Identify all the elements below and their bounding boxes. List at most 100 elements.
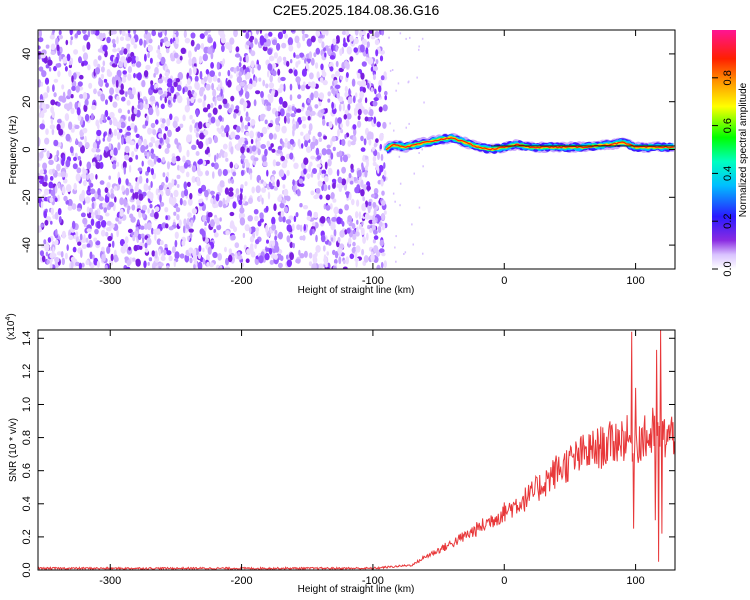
heatmap-noise-cell <box>53 65 57 72</box>
heatmap-noise-cell <box>155 105 158 114</box>
heatmap-noise-cell <box>111 38 116 45</box>
heatmap-noise-cell <box>50 118 54 125</box>
heatmap-noise-cell <box>67 198 73 207</box>
heatmap-noise-cell <box>162 172 166 178</box>
heatmap-noise-cell <box>52 253 57 258</box>
heatmap-noise-cell <box>379 248 385 254</box>
heatmap-noise-cell <box>291 223 295 232</box>
heatmap-noise-cell <box>150 148 154 154</box>
heatmap-noise-cell <box>131 151 135 158</box>
heatmap-noise-cell <box>327 91 332 97</box>
heatmap-noise-cell <box>277 76 281 83</box>
heatmap-noise-cell <box>167 129 172 138</box>
heatmap-noise-cell <box>325 194 331 201</box>
heatmap-noise-cell <box>273 133 277 140</box>
heatmap-noise-cell <box>126 125 132 131</box>
heatmap-noise-cell <box>76 167 82 174</box>
heatmap-noise-cell <box>130 51 135 58</box>
heatmap-noise-cell <box>205 170 210 176</box>
heatmap-noise-cell <box>175 155 181 161</box>
heatmap-noise-cell <box>265 205 269 212</box>
heatmap-noise-cell <box>197 261 203 269</box>
heatmap-noise-cell <box>174 239 178 248</box>
heatmap-noise-cell <box>301 143 304 149</box>
heatmap-noise-cell <box>187 50 192 59</box>
heatmap-noise-cell <box>116 162 120 167</box>
heatmap-noise-cell <box>380 75 385 81</box>
heatmap-noise-cell <box>178 219 182 227</box>
heatmap-noise-cell <box>302 235 306 241</box>
heatmap-noise-cell <box>262 45 268 52</box>
heatmap-noise-cell <box>94 191 98 200</box>
heatmap-noise-cell <box>372 100 378 107</box>
heatmap-noise-cell <box>70 260 74 269</box>
heatmap-noise-cell <box>360 189 365 197</box>
heatmap-noise-cell <box>137 219 140 226</box>
heatmap-noise-cell <box>238 71 243 77</box>
heatmap-noise-cell <box>48 159 54 165</box>
heatmap-noise-cell <box>137 138 142 146</box>
heatmap-noise-cell <box>341 166 346 174</box>
heatmap-noise-cell <box>238 138 243 147</box>
heatmap-noise-cell <box>367 201 372 206</box>
heatmap-noise-cell <box>264 33 269 39</box>
heatmap-noise-cell <box>199 70 203 80</box>
heatmap-noise-cell <box>133 30 137 35</box>
heatmap-noise-cell <box>44 174 48 182</box>
heatmap-noise-cell <box>120 56 126 63</box>
heatmap-noise-cell <box>125 33 129 41</box>
heatmap-noise-cell <box>71 85 76 92</box>
heatmap-noise-cell <box>383 210 387 215</box>
heatmap-noise-cell <box>90 113 94 121</box>
heatmap-noise-cell <box>217 168 222 177</box>
heatmap-noise-cell <box>83 234 86 241</box>
heatmap-noise-cell <box>324 175 329 183</box>
heatmap-noise-cell <box>352 135 357 143</box>
heatmap-x-tick-label: -300 <box>99 275 121 287</box>
heatmap-noise-cell <box>363 202 366 211</box>
heatmap-noise-cell <box>372 161 377 167</box>
heatmap-noise-cell <box>310 190 315 196</box>
heatmap-noise-cell <box>418 152 420 154</box>
heatmap-noise-cell <box>334 84 341 90</box>
heatmap-noise-cell <box>357 120 362 128</box>
heatmap-noise-cell <box>89 183 94 188</box>
heatmap-noise-cell <box>57 208 62 216</box>
heatmap-noise-cell <box>197 141 204 149</box>
heatmap-noise-cell <box>273 52 278 59</box>
heatmap-noise-cell <box>315 234 318 243</box>
heatmap-noise-cell <box>198 55 203 64</box>
heatmap-noise-cell <box>104 196 110 203</box>
heatmap-noise-cell <box>210 102 214 109</box>
heatmap-noise-cell <box>358 82 363 87</box>
heatmap-noise-cell <box>54 154 58 162</box>
heatmap-noise-cell <box>336 169 340 177</box>
heatmap-noise-cell <box>373 245 379 254</box>
heatmap-noise-cell <box>41 70 47 78</box>
heatmap-noise-cell <box>247 122 251 127</box>
heatmap-noise-cell <box>330 237 334 242</box>
heatmap-noise-cell <box>123 243 129 249</box>
heatmap-noise-cell <box>144 30 148 35</box>
heatmap-noise-cell <box>126 43 131 48</box>
heatmap-noise-cell <box>95 174 98 180</box>
heatmap-noise-cell <box>85 196 91 204</box>
heatmap-noise-cell <box>373 235 379 240</box>
heatmap-noise-cell <box>40 81 44 87</box>
heatmap-noise-cell <box>67 205 73 211</box>
heatmap-noise-cell <box>149 204 153 209</box>
heatmap-noise-cell <box>233 67 237 74</box>
heatmap-noise-cell <box>335 70 340 77</box>
heatmap-noise-cell <box>154 66 159 75</box>
heatmap-noise-cell <box>224 266 231 269</box>
heatmap-noise-cell <box>246 40 251 46</box>
heatmap-noise-cell <box>86 161 92 170</box>
heatmap-noise-cell <box>288 68 293 74</box>
heatmap-noise-cell <box>338 208 343 215</box>
heatmap-noise-cell <box>228 254 233 263</box>
heatmap-noise-cell <box>164 72 170 77</box>
heatmap-noise-cell <box>119 50 124 56</box>
heatmap-noise-cell <box>281 199 287 204</box>
heatmap-noise-cell <box>219 80 223 89</box>
heatmap-noise-cell <box>346 191 349 199</box>
